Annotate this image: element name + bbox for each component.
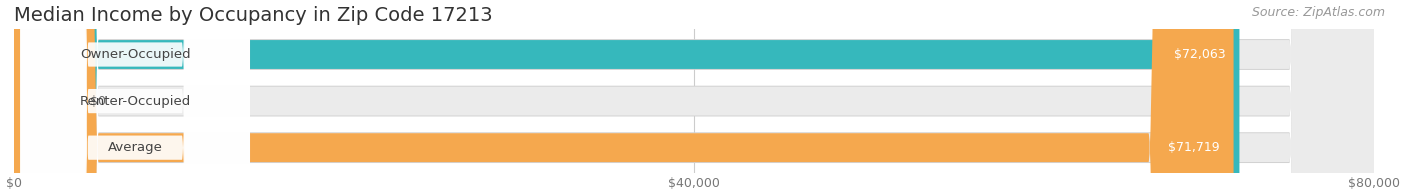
FancyBboxPatch shape (20, 0, 250, 196)
FancyBboxPatch shape (20, 0, 250, 196)
Text: $71,719: $71,719 (1168, 141, 1220, 154)
FancyBboxPatch shape (14, 0, 73, 196)
FancyBboxPatch shape (14, 0, 1240, 196)
Text: Average: Average (108, 141, 163, 154)
FancyBboxPatch shape (14, 0, 1375, 196)
FancyBboxPatch shape (14, 0, 1233, 196)
FancyBboxPatch shape (14, 0, 1375, 196)
Text: Renter-Occupied: Renter-Occupied (80, 95, 191, 108)
Text: Owner-Occupied: Owner-Occupied (80, 48, 190, 61)
FancyBboxPatch shape (14, 0, 1375, 196)
FancyBboxPatch shape (14, 0, 1375, 196)
Text: $72,063: $72,063 (1174, 48, 1226, 61)
Text: $0: $0 (90, 95, 105, 108)
FancyBboxPatch shape (14, 0, 1375, 196)
Text: Source: ZipAtlas.com: Source: ZipAtlas.com (1251, 6, 1385, 19)
Text: Median Income by Occupancy in Zip Code 17213: Median Income by Occupancy in Zip Code 1… (14, 5, 492, 24)
FancyBboxPatch shape (20, 0, 250, 196)
FancyBboxPatch shape (14, 0, 1375, 196)
